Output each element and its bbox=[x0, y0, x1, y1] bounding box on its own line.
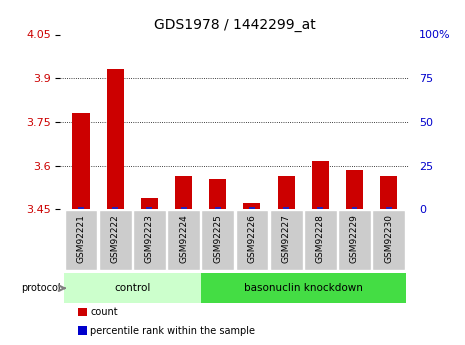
Bar bbox=[249, 207, 255, 209]
FancyBboxPatch shape bbox=[304, 210, 337, 270]
Bar bbox=[175, 176, 192, 209]
Bar bbox=[78, 308, 86, 316]
Bar bbox=[283, 207, 289, 209]
Bar bbox=[215, 207, 221, 209]
FancyBboxPatch shape bbox=[235, 210, 268, 270]
Bar bbox=[106, 69, 124, 209]
Bar bbox=[278, 176, 295, 209]
Bar bbox=[312, 161, 329, 209]
FancyBboxPatch shape bbox=[201, 210, 234, 270]
FancyBboxPatch shape bbox=[372, 210, 405, 270]
Bar bbox=[112, 207, 118, 209]
Bar bbox=[180, 207, 186, 209]
Text: GSM92229: GSM92229 bbox=[350, 214, 359, 263]
FancyBboxPatch shape bbox=[64, 273, 200, 303]
Text: GSM92221: GSM92221 bbox=[76, 214, 86, 263]
Text: GSM92226: GSM92226 bbox=[247, 214, 256, 263]
FancyBboxPatch shape bbox=[270, 210, 303, 270]
Bar bbox=[352, 207, 358, 209]
FancyBboxPatch shape bbox=[167, 210, 200, 270]
FancyBboxPatch shape bbox=[65, 210, 97, 270]
Bar bbox=[141, 198, 158, 209]
Text: control: control bbox=[114, 283, 151, 293]
Text: GSM92223: GSM92223 bbox=[145, 214, 154, 263]
Title: GDS1978 / 1442299_at: GDS1978 / 1442299_at bbox=[154, 18, 316, 32]
Text: protocol: protocol bbox=[21, 283, 61, 293]
Bar bbox=[146, 207, 153, 209]
Bar bbox=[73, 113, 89, 209]
Text: GSM92230: GSM92230 bbox=[384, 214, 393, 263]
Bar bbox=[380, 176, 397, 209]
FancyBboxPatch shape bbox=[99, 210, 132, 270]
Text: basonuclin knockdown: basonuclin knockdown bbox=[244, 283, 363, 293]
Text: percentile rank within the sample: percentile rank within the sample bbox=[90, 326, 255, 336]
Bar bbox=[243, 203, 260, 209]
FancyBboxPatch shape bbox=[200, 273, 406, 303]
FancyBboxPatch shape bbox=[338, 210, 371, 270]
Text: GSM92228: GSM92228 bbox=[316, 214, 325, 263]
FancyBboxPatch shape bbox=[133, 210, 166, 270]
Text: GSM92225: GSM92225 bbox=[213, 214, 222, 263]
Text: GSM92224: GSM92224 bbox=[179, 214, 188, 263]
Text: count: count bbox=[90, 307, 118, 317]
Bar bbox=[209, 179, 226, 209]
Bar bbox=[78, 207, 84, 209]
Text: GSM92222: GSM92222 bbox=[111, 214, 120, 263]
Bar bbox=[317, 207, 323, 209]
Text: GSM92227: GSM92227 bbox=[282, 214, 291, 263]
Bar bbox=[346, 170, 363, 209]
Bar bbox=[78, 326, 86, 335]
Bar bbox=[385, 207, 392, 209]
